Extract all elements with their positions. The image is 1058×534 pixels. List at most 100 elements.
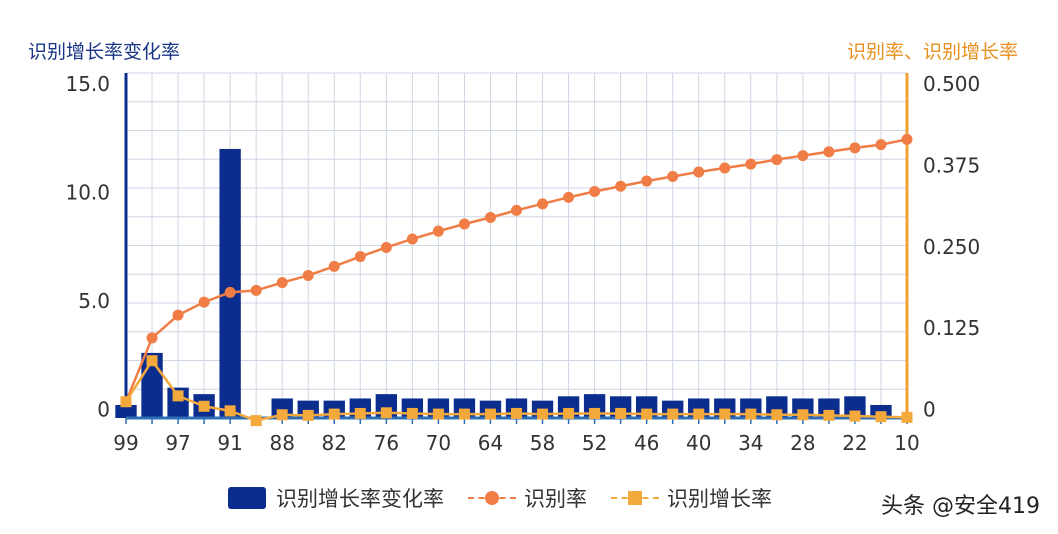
x-tick-label: 46 bbox=[634, 431, 659, 455]
legend-swatch-growth bbox=[611, 488, 659, 508]
growth-point bbox=[172, 390, 184, 402]
rate-point bbox=[537, 198, 549, 210]
rate-point bbox=[693, 166, 705, 178]
rate-point bbox=[406, 233, 418, 245]
growth-point bbox=[406, 407, 418, 419]
legend-label-rate: 识别率 bbox=[524, 487, 587, 511]
x-tick-label: 64 bbox=[478, 431, 503, 455]
rate-point bbox=[589, 185, 601, 197]
rate-point bbox=[615, 180, 627, 192]
right-tick-label: 0.250 bbox=[923, 235, 980, 259]
right-tick-label: 0.500 bbox=[923, 72, 980, 96]
growth-point bbox=[511, 407, 522, 419]
rate-point bbox=[380, 241, 392, 253]
growth-point bbox=[823, 409, 835, 421]
left-tick-label: 5.0 bbox=[78, 289, 110, 313]
rate-point bbox=[432, 225, 444, 237]
legend-item-growth-series[interactable]: 识别增长率 bbox=[611, 483, 772, 513]
x-tick-label: 82 bbox=[322, 431, 347, 455]
growth-point bbox=[250, 415, 262, 427]
growth-point bbox=[875, 411, 887, 423]
rate-point bbox=[875, 139, 887, 151]
rate-point bbox=[667, 171, 679, 182]
growth-point bbox=[719, 408, 731, 420]
rate-point bbox=[172, 309, 184, 321]
growth-point bbox=[797, 409, 809, 421]
legend-label-bar: 识别增长率变化率 bbox=[276, 487, 444, 511]
growth-point bbox=[120, 396, 132, 408]
rate-point bbox=[302, 269, 314, 281]
rate-point bbox=[719, 162, 731, 174]
rate-point bbox=[458, 218, 470, 230]
x-tick-label: 34 bbox=[738, 431, 763, 455]
rate-point bbox=[224, 286, 236, 298]
left-tick-label: 0 bbox=[97, 397, 110, 421]
rate-point bbox=[484, 212, 496, 224]
rate-point bbox=[771, 154, 783, 166]
growth-point bbox=[354, 407, 366, 419]
growth-point bbox=[198, 400, 210, 412]
rate-point bbox=[745, 158, 757, 170]
growth-point bbox=[693, 408, 705, 420]
rate-point bbox=[146, 332, 158, 344]
growth-point bbox=[537, 408, 549, 420]
growth-point bbox=[771, 409, 783, 421]
legend-item-bar-series[interactable]: 识别增长率变化率 bbox=[228, 483, 444, 513]
rate-point bbox=[797, 150, 809, 162]
growth-point bbox=[745, 408, 757, 420]
growth-point bbox=[589, 407, 601, 419]
right-tick-label: 0.125 bbox=[923, 316, 980, 340]
right-axis-title: 识别率、识别增长率 bbox=[846, 41, 1018, 63]
left-axis-title: 识别增长率变化率 bbox=[28, 41, 181, 63]
x-tick-label: 22 bbox=[842, 431, 867, 455]
growth-point bbox=[224, 405, 236, 417]
growth-point bbox=[146, 355, 158, 367]
growth-point bbox=[901, 411, 913, 423]
growth-point bbox=[458, 408, 470, 420]
x-tick-label: 40 bbox=[686, 431, 711, 455]
rate-point bbox=[823, 146, 835, 158]
growth-point bbox=[849, 410, 861, 422]
legend-swatch-bar bbox=[228, 487, 266, 509]
right-tick-label: 0 bbox=[923, 398, 936, 422]
growth-point bbox=[432, 408, 444, 420]
legend-swatch-rate bbox=[468, 488, 516, 508]
x-tick-label: 88 bbox=[269, 431, 294, 455]
growth-point bbox=[302, 409, 314, 421]
rate-point bbox=[354, 251, 366, 263]
rate-point bbox=[328, 260, 340, 272]
x-tick-label: 99 bbox=[113, 431, 138, 455]
legend-item-rate-series[interactable]: 识别率 bbox=[468, 483, 587, 513]
growth-point bbox=[641, 408, 653, 420]
rate-point bbox=[198, 296, 210, 308]
growth-point bbox=[615, 407, 627, 419]
x-tick-label: 97 bbox=[165, 431, 190, 455]
watermark-text: 头条 @安全419 bbox=[881, 494, 1040, 519]
growth-point bbox=[276, 409, 288, 421]
x-tick-label: 10 bbox=[894, 431, 919, 455]
growth-point bbox=[380, 407, 392, 419]
chart-legend: 识别增长率变化率 识别率 识别增长率 bbox=[228, 483, 796, 513]
rate-point bbox=[901, 133, 913, 145]
rate-point bbox=[511, 204, 522, 216]
x-tick-label: 28 bbox=[790, 431, 815, 455]
rate-point bbox=[641, 175, 653, 187]
right-tick-label: 0.375 bbox=[923, 153, 980, 177]
bar-mark bbox=[219, 148, 241, 418]
rate-point bbox=[276, 277, 288, 289]
x-tick-label: 52 bbox=[582, 431, 607, 455]
x-tick-label: 70 bbox=[426, 431, 451, 455]
growth-point bbox=[563, 407, 575, 419]
left-tick-label: 15.0 bbox=[65, 72, 110, 96]
rate-point bbox=[563, 191, 575, 203]
x-tick-label: 76 bbox=[374, 431, 399, 455]
x-tick-label: 58 bbox=[530, 431, 555, 455]
x-tick-label: 91 bbox=[217, 431, 242, 455]
growth-point bbox=[484, 408, 496, 420]
left-tick-label: 10.0 bbox=[65, 180, 110, 204]
legend-label-growth: 识别增长率 bbox=[667, 487, 772, 511]
rate-point bbox=[849, 142, 861, 154]
growth-point bbox=[328, 408, 340, 420]
rate-point bbox=[250, 284, 262, 296]
